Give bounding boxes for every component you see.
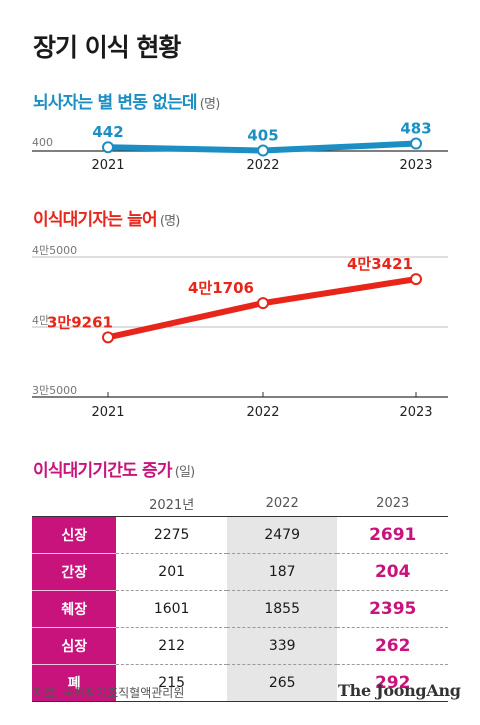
donor-line-chart: 400 442 2021 405 2022 483 2023 xyxy=(32,120,448,173)
data-label: 3만9261 xyxy=(47,313,113,331)
value-2022: 2479 xyxy=(226,516,338,554)
data-label: 483 xyxy=(400,120,431,138)
table-row: 신장 2275 2479 2691 xyxy=(32,516,448,554)
organ-label: 폐 xyxy=(32,664,117,702)
waitlist-chart-title-text: 이식대기자는 늘어 xyxy=(33,210,158,230)
source-note: 자료: 국립장기조직혈액관리원 xyxy=(33,686,185,700)
value-2023: 2395 xyxy=(337,590,448,628)
wait-period-title-text: 이식대기기간도 증가 xyxy=(33,461,172,481)
data-point xyxy=(410,137,422,150)
data-point xyxy=(257,144,269,157)
value-2021: 2275 xyxy=(116,516,227,554)
organ-label: 신장 xyxy=(32,516,117,554)
data-point xyxy=(410,273,422,286)
value-2022: 187 xyxy=(226,553,338,591)
wait-period-unit: (일) xyxy=(174,465,196,480)
organ-label: 간장 xyxy=(32,553,117,591)
data-label: 405 xyxy=(247,127,278,145)
table-header-2021: 2021년 xyxy=(116,490,227,517)
donor-chart-title-text: 뇌사자는 별 변동 없는데 xyxy=(33,93,198,113)
value-2023: 2691 xyxy=(337,516,448,554)
x-tick-label: 2021 xyxy=(91,405,124,420)
waitlist-chart-title: 이식대기자는 늘어 (명) xyxy=(33,205,180,230)
table-row: 폐 215 265 292 xyxy=(32,664,448,702)
donor-chart-title: 뇌사자는 별 변동 없는데 (명) xyxy=(33,88,221,113)
wait-period-table: 2021년 2022 2023 신장 2275 2479 2691 간장 201… xyxy=(32,490,448,702)
value-2021: 215 xyxy=(116,664,227,702)
data-label: 442 xyxy=(92,123,123,141)
value-2021: 212 xyxy=(116,627,227,665)
x-tick-label: 2022 xyxy=(246,405,279,420)
y-tick-label: 4만 xyxy=(32,314,49,327)
organ-label: 심장 xyxy=(32,627,117,665)
value-2023: 292 xyxy=(337,664,448,702)
x-tick-label: 2021 xyxy=(91,158,124,173)
data-label: 4만3421 xyxy=(347,255,413,273)
value-2023: 204 xyxy=(337,553,448,591)
data-label: 4만1706 xyxy=(188,279,254,297)
y-tick-label: 400 xyxy=(32,136,53,149)
table-header-2022: 2022 xyxy=(226,490,338,517)
brand-logo: The JoongAng xyxy=(338,681,461,700)
y-tick-label: 3만5000 xyxy=(32,384,77,397)
y-tick-label: 4만5000 xyxy=(32,244,77,257)
table-header-row: 2021년 2022 2023 xyxy=(32,490,448,517)
value-2021: 201 xyxy=(116,553,227,591)
x-tick-label: 2022 xyxy=(246,158,279,173)
table-header-2023: 2023 xyxy=(337,490,448,517)
x-tick-label: 2023 xyxy=(399,158,432,173)
data-point xyxy=(102,141,114,154)
table-row: 심장 212 339 262 xyxy=(32,627,448,665)
table-row: 간장 201 187 204 xyxy=(32,553,448,591)
table-row: 췌장 1601 1855 2395 xyxy=(32,590,448,628)
organ-label: 췌장 xyxy=(32,590,117,628)
wait-period-title: 이식대기기간도 증가 (일) xyxy=(33,456,196,481)
page-title: 장기 이식 현황 xyxy=(33,33,181,62)
waitlist-line-chart: 4만5000 4만 3만5000 2021 2022 2023 3만9261 4만1706 4만… xyxy=(32,244,448,420)
table-header-organ xyxy=(32,490,117,517)
value-2023: 262 xyxy=(337,627,448,665)
value-2022: 339 xyxy=(226,627,338,665)
donor-chart-unit: (명) xyxy=(199,97,221,112)
waitlist-chart-unit: (명) xyxy=(159,214,181,229)
x-tick-label: 2023 xyxy=(399,405,432,420)
value-2021: 1601 xyxy=(116,590,227,628)
data-point xyxy=(102,331,114,344)
value-2022: 265 xyxy=(226,664,338,702)
data-point xyxy=(257,297,269,310)
value-2022: 1855 xyxy=(226,590,338,628)
